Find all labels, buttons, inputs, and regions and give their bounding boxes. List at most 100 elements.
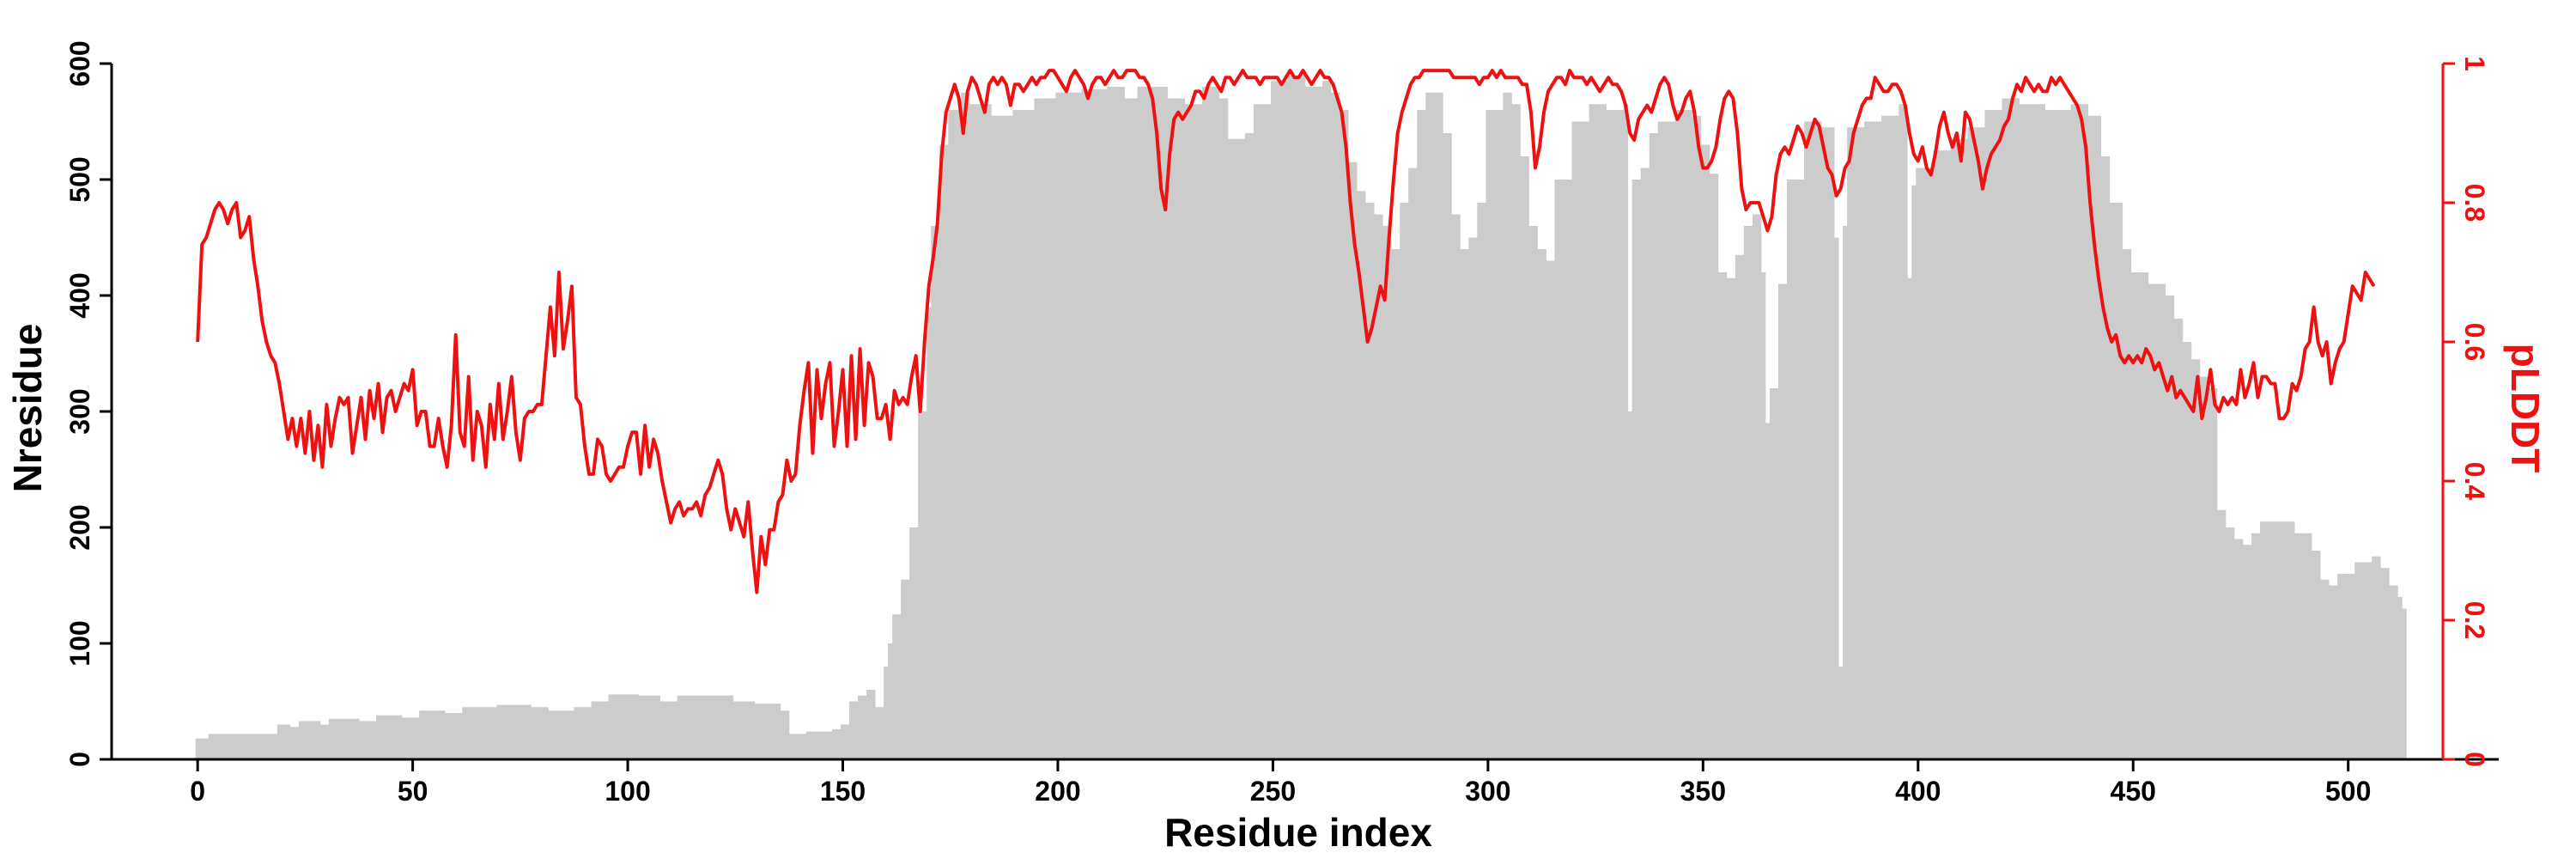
residue-bar — [1800, 180, 1805, 759]
residue-bar — [982, 104, 987, 759]
residue-bar — [2316, 551, 2321, 759]
residue-bar — [2182, 342, 2188, 759]
residue-bar — [221, 734, 227, 759]
residue-bar — [866, 690, 872, 759]
residue-bar — [1443, 133, 1448, 759]
y-left-tick-label: 300 — [64, 388, 95, 434]
residue-bar — [195, 738, 201, 759]
residue-bar — [1361, 191, 1366, 759]
residue-bar — [281, 724, 287, 759]
residue-bar — [884, 667, 889, 759]
y-right-axis-ticks: 0 0.2 0.4 0.6 0.8 1 — [2443, 56, 2490, 767]
residue-bar — [1128, 98, 1134, 759]
residue-bar — [2238, 539, 2244, 759]
residue-bar — [1034, 98, 1039, 759]
residue-bar — [1188, 104, 1194, 759]
residue-bar — [1374, 214, 1379, 759]
residue-bar — [2186, 342, 2192, 759]
residue-bar — [1214, 87, 1220, 759]
residue-bar — [629, 694, 635, 759]
residue-bar — [289, 727, 295, 759]
residue-bar — [634, 694, 639, 759]
residue-bar — [2299, 533, 2304, 759]
residue-bar — [1378, 214, 1383, 759]
y-right-tick-label: 0.4 — [2459, 462, 2490, 501]
residue-bar — [612, 694, 617, 759]
residue-bar — [2083, 104, 2089, 759]
residue-bar — [1413, 168, 1418, 759]
residue-bar — [1154, 87, 1160, 759]
residue-bar — [1911, 185, 1917, 759]
residue-bar — [2385, 568, 2390, 759]
residue-bar — [518, 704, 523, 759]
residue-bar — [1984, 110, 1990, 759]
residue-bar — [2195, 359, 2201, 759]
residue-bar — [1601, 104, 1607, 759]
residue-bar — [617, 694, 622, 759]
residue-bar — [1971, 127, 1977, 759]
residue-bar — [1331, 92, 1336, 759]
residue-bar — [2109, 203, 2115, 759]
residue-bar — [2143, 272, 2149, 759]
residue-bar — [415, 717, 420, 759]
residue-bar — [957, 110, 962, 759]
residue-bar — [1240, 138, 1246, 759]
residue-bar — [914, 527, 919, 759]
residue-bar — [1227, 138, 1233, 759]
residue-bar — [393, 715, 398, 759]
residue-bar — [238, 734, 244, 759]
residue-bar — [1464, 249, 1469, 759]
y-right-tick-label: 0.6 — [2459, 323, 2490, 361]
residue-bar — [315, 721, 321, 759]
residue-bar — [483, 707, 489, 759]
residue-bar — [948, 110, 953, 759]
residue-bar — [1408, 168, 1413, 759]
residue-bar — [492, 707, 497, 759]
residue-bar — [578, 707, 583, 759]
y-right-tick-label: 0.8 — [2459, 184, 2490, 222]
residue-bar — [246, 734, 252, 759]
residue-bar — [2087, 115, 2093, 759]
residue-bar — [1266, 104, 1272, 759]
residue-bar — [1150, 87, 1156, 759]
residue-bar — [513, 704, 519, 759]
residue-bar — [556, 710, 562, 759]
residue-bar — [2100, 156, 2106, 759]
residue-bar — [2255, 533, 2261, 759]
residue-bar — [849, 701, 854, 759]
residue-bar — [1649, 133, 1655, 759]
plddt-line — [196, 69, 2376, 594]
residue-bar — [216, 734, 222, 759]
residue-bar — [2242, 545, 2248, 759]
residue-bar — [2251, 533, 2257, 759]
residue-bar — [2225, 527, 2231, 759]
residue-bar — [595, 701, 600, 759]
residue-bar — [1283, 81, 1289, 759]
y-left-axis-title: Nresidue — [5, 324, 50, 493]
residue-bar — [298, 721, 304, 759]
residue-bar — [2346, 574, 2351, 759]
residue-bar — [2376, 556, 2381, 759]
residue-bar — [1507, 92, 1512, 759]
residue-bar — [681, 695, 687, 759]
x-tick-label: 150 — [820, 776, 866, 807]
residue-bar — [1860, 127, 1865, 759]
residue-bar — [453, 713, 459, 759]
residue-bar — [1877, 121, 1882, 759]
y-left-tick-label: 100 — [64, 620, 95, 666]
residue-bar — [574, 707, 579, 759]
residue-bar — [1030, 110, 1035, 759]
residue-bar — [591, 701, 596, 759]
residue-bar — [2229, 527, 2235, 759]
residue-bar — [2130, 272, 2136, 759]
residue-bar — [1808, 121, 1814, 759]
residue-bar — [1300, 75, 1306, 759]
residue-bar — [272, 734, 278, 759]
residue-bar — [1081, 88, 1086, 759]
residue-bar — [1249, 133, 1255, 759]
residue-bar — [659, 701, 665, 759]
residue-bar — [2320, 579, 2325, 759]
residue-bar — [2389, 585, 2394, 759]
residue-bar — [1064, 92, 1069, 759]
residue-bar — [737, 701, 743, 759]
